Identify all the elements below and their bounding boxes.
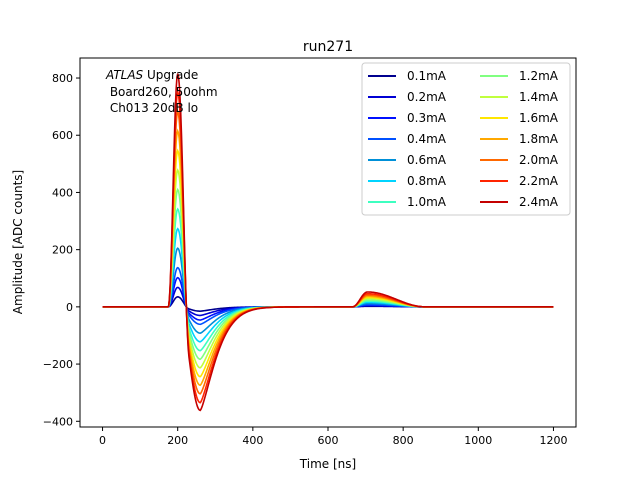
x-tick-label: 1000	[464, 434, 492, 447]
atlas-annotation: ATLAS Upgrade Board260, 50ohm Ch013 20dB…	[105, 68, 218, 115]
atlas-italic-text: ATLAS	[105, 68, 144, 82]
legend-label: 0.2mA	[407, 90, 447, 104]
x-tick-label: 1200	[539, 434, 567, 447]
y-axis-label: Amplitude [ADC counts]	[11, 170, 25, 314]
legend: 0.1mA 0.2mA 0.3mA 0.4mA 0.6mA 0.8mA 1.0mA 1.2mA…	[361, 62, 571, 216]
y-tick-label: 200	[52, 244, 73, 257]
legend-items: 0.1mA 0.2mA 0.3mA 0.4mA 0.6mA 0.8mA 1.0mA 1.2mA…	[368, 69, 559, 209]
x-tick-label: 800	[393, 434, 414, 447]
legend-label: 1.6mA	[519, 111, 559, 125]
legend-label: 0.4mA	[407, 132, 447, 146]
y-axis-ticks: −400 −200 0 200 400 600 800	[43, 72, 80, 428]
x-axis-label: Time [ns]	[299, 457, 356, 471]
legend-label: 2.4mA	[519, 195, 559, 209]
y-tick-label: 0	[66, 301, 73, 314]
y-tick-label: 600	[52, 129, 73, 142]
series-layer	[102, 73, 554, 412]
legend-label: 0.1mA	[407, 69, 447, 83]
x-tick-label: 400	[242, 434, 263, 447]
x-tick-label: 200	[167, 434, 188, 447]
legend-label: 0.6mA	[407, 153, 447, 167]
legend-label: 1.2mA	[519, 69, 559, 83]
x-axis-ticks: 0 200 400 600 800 1000 1200	[99, 427, 567, 447]
legend-label: 0.3mA	[407, 111, 447, 125]
legend-label: 1.8mA	[519, 132, 559, 146]
x-tick-label: 0	[99, 434, 106, 447]
series-line-2.4mA	[102, 73, 554, 412]
y-tick-label: −200	[43, 358, 73, 371]
legend-label: 1.4mA	[519, 90, 559, 104]
y-tick-label: −400	[43, 415, 73, 428]
channel-label: Ch013 20dB lo	[106, 101, 198, 115]
atlas-label: ATLAS Upgrade	[105, 68, 198, 82]
legend-label: 2.2mA	[519, 174, 559, 188]
legend-label: 2.0mA	[519, 153, 559, 167]
chart-title: run271	[303, 39, 353, 55]
y-tick-label: 400	[52, 186, 73, 199]
x-tick-label: 600	[318, 434, 339, 447]
y-tick-label: 800	[52, 72, 73, 85]
board-label: Board260, 50ohm	[106, 85, 218, 99]
legend-label: 0.8mA	[407, 174, 447, 188]
plot-area: 0 200 400 600 800 1000 1200 −400 −200 0 200 400 600…	[43, 57, 577, 447]
legend-label: 1.0mA	[407, 195, 447, 209]
atlas-upgrade-text: Upgrade	[143, 68, 198, 82]
legend-box	[361, 62, 571, 216]
